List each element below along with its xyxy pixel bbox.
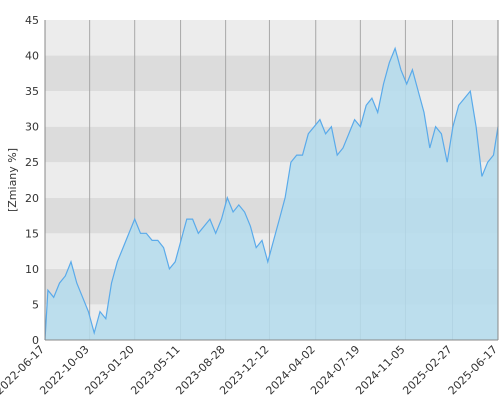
grid-band xyxy=(45,55,498,92)
y-tick-label: 20 xyxy=(25,192,39,205)
area-fill xyxy=(45,48,498,341)
y-axis-label: [Zmiany %] xyxy=(6,148,19,212)
y-tick-label: 10 xyxy=(25,263,39,276)
grid-band xyxy=(45,20,498,56)
y-tick-label: 45 xyxy=(25,14,39,27)
y-tick-label: 0 xyxy=(32,334,39,347)
y-tick-label: 35 xyxy=(25,85,39,98)
x-tick-label: 2025-06-17 xyxy=(446,343,500,397)
y-tick-label: 5 xyxy=(32,298,39,311)
y-tick-label: 30 xyxy=(25,121,39,134)
y-tick-label: 15 xyxy=(25,227,39,240)
y-tick-label: 40 xyxy=(25,50,39,63)
y-tick-label: 25 xyxy=(25,156,39,169)
line xyxy=(44,46,499,341)
grid-band xyxy=(45,91,498,127)
